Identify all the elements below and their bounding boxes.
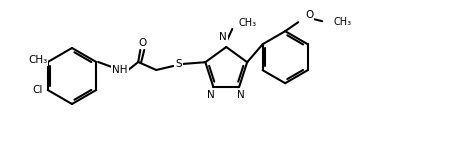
Text: CH₃: CH₃ (238, 18, 256, 28)
Text: CH₃: CH₃ (332, 17, 350, 27)
Text: N: N (207, 90, 215, 100)
Text: Cl: Cl (32, 85, 43, 95)
Text: O: O (305, 10, 313, 20)
Text: O: O (138, 38, 146, 48)
Text: NH: NH (112, 65, 128, 75)
Text: CH₃: CH₃ (28, 55, 47, 65)
Text: S: S (175, 59, 181, 69)
Text: N: N (219, 32, 227, 42)
Text: N: N (237, 90, 245, 100)
